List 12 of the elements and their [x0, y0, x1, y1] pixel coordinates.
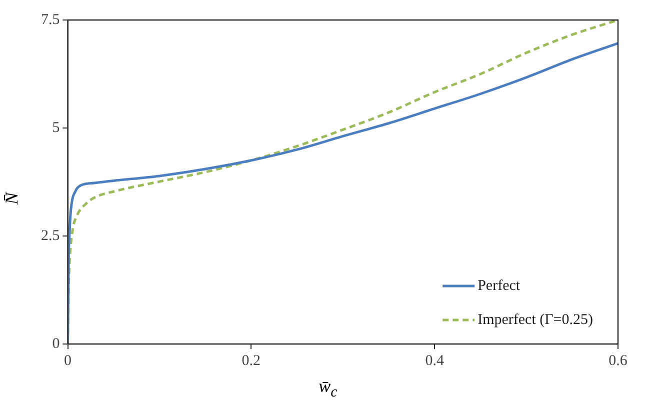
y-tick-label: 5	[52, 120, 60, 136]
y-tick-label: 2.5	[41, 228, 60, 244]
legend-label: Imperfect (Γ=0.25)	[478, 312, 594, 328]
x-tick-label: 0.6	[608, 352, 628, 369]
legend-label: Perfect	[478, 278, 521, 294]
y-tick-label: 7.5	[41, 12, 60, 28]
x-tick-label: 0	[64, 352, 72, 369]
x-axis-title: w̄$_{c}$	[318, 376, 338, 402]
y-axis-title: N̄	[2, 192, 22, 205]
x-tick-label: 0.4	[425, 352, 444, 369]
y-tick-label: 0	[52, 336, 60, 352]
x-tick-label: 0.2	[242, 352, 261, 369]
